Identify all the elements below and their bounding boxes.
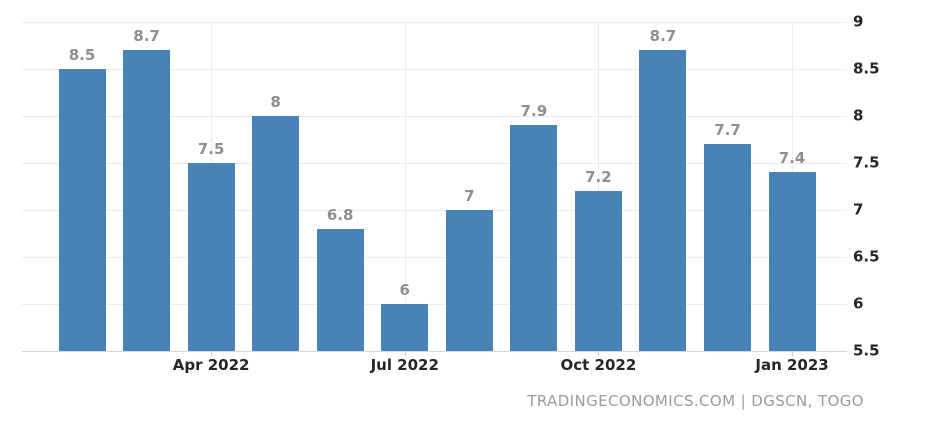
bar-value-label: 7.7 bbox=[714, 121, 741, 140]
x-axis-label: Oct 2022 bbox=[560, 356, 637, 374]
x-gridline bbox=[404, 22, 406, 351]
bar-value-label: 8.5 bbox=[68, 46, 96, 64]
y-axis-label: 7 bbox=[853, 200, 864, 219]
bar-value-label: 7.4 bbox=[778, 149, 806, 168]
bar-may-2022 bbox=[252, 116, 300, 351]
bar-value-label: 7.2 bbox=[585, 168, 612, 187]
bar-dec-2022 bbox=[704, 144, 751, 351]
x-axis-tick bbox=[211, 351, 213, 356]
x-axis-tick bbox=[598, 351, 600, 356]
x-axis-tick bbox=[792, 351, 794, 356]
bar-value-label: 7 bbox=[464, 187, 475, 205]
bar-value-label: 8.7 bbox=[649, 27, 677, 46]
y-axis-label: 7.5 bbox=[853, 153, 880, 172]
y-gridline bbox=[22, 210, 847, 211]
y-gridline bbox=[22, 69, 847, 70]
bar-feb-2022 bbox=[58, 69, 106, 351]
x-axis-label: Jan 2023 bbox=[755, 356, 829, 374]
bar-jan-2023 bbox=[768, 172, 816, 351]
bar-value-label: 6.8 bbox=[326, 205, 354, 224]
y-gridline bbox=[22, 116, 847, 117]
bar-jun-2022 bbox=[316, 228, 364, 351]
bar-value-label: 8.7 bbox=[133, 27, 160, 46]
bar-mar-2022 bbox=[123, 50, 171, 351]
x-axis-tick bbox=[404, 351, 406, 356]
y-axis-label: 9 bbox=[853, 12, 864, 31]
bar-value-label: 6 bbox=[399, 281, 410, 299]
bar-value-label: 7.9 bbox=[520, 102, 548, 121]
x-axis-line bbox=[22, 351, 847, 352]
x-axis-label: Apr 2022 bbox=[172, 356, 250, 374]
bar-value-label: 7.5 bbox=[197, 140, 225, 158]
bar-jul-2022 bbox=[381, 304, 429, 351]
bar-oct-2022 bbox=[574, 191, 622, 351]
y-axis-label: 6.5 bbox=[853, 247, 880, 266]
x-axis-label: Jul 2022 bbox=[370, 356, 439, 374]
y-axis-label: 6 bbox=[853, 294, 864, 313]
bar-apr-2022 bbox=[187, 163, 235, 351]
y-axis-label: 8 bbox=[853, 106, 864, 125]
y-gridline bbox=[22, 304, 847, 305]
bar-aug-2022 bbox=[445, 210, 493, 351]
x-gridline bbox=[598, 22, 600, 351]
y-gridline bbox=[22, 163, 847, 164]
chart-attribution: TRADINGECONOMICS.COM | DGSCN, TOGO bbox=[527, 392, 864, 410]
bar-nov-2022 bbox=[639, 50, 687, 351]
y-gridline bbox=[22, 22, 847, 23]
y-axis-label: 5.5 bbox=[853, 341, 880, 360]
bar-value-label: 8 bbox=[270, 93, 281, 111]
y-gridline bbox=[22, 257, 847, 258]
y-axis-label: 8.5 bbox=[853, 59, 880, 78]
bar-sep-2022 bbox=[510, 125, 558, 351]
